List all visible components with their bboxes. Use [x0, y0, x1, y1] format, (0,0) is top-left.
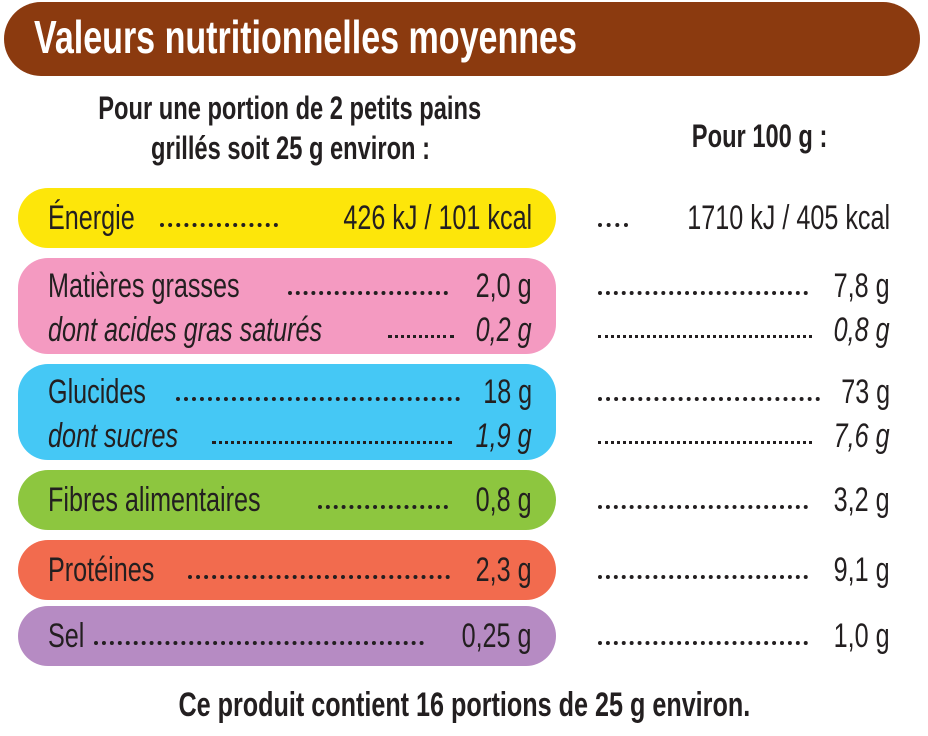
satures-per100-dots: [598, 335, 812, 338]
glucides-label: Glucides: [48, 373, 146, 411]
sucres-row-portion: dont sucres 1,9 g: [48, 416, 532, 456]
sucres-per100-dots: [598, 441, 812, 444]
satures-row-portion: dont acides gras saturés 0,2 g: [48, 310, 532, 350]
matieres-dots: [288, 291, 448, 295]
fibres-per100-dots: [598, 505, 808, 509]
sucres-row-per100: 7,6 g: [598, 416, 890, 456]
matieres-row-per100: 7,8 g: [598, 266, 890, 306]
proteines-portion-value: 2,3 g: [476, 551, 532, 589]
sel-pill: [18, 606, 556, 666]
glucides-per100-dots: [598, 397, 820, 401]
proteines-label: Protéines: [48, 551, 155, 589]
satures-label: dont acides gras saturés: [48, 311, 323, 349]
footer-note: Ce produit contient 16 portions de 25 g …: [0, 686, 928, 725]
energie-per100-value: 1710 kJ / 405 kcal: [687, 199, 890, 237]
portion-header-line2: grillés soit 25 g environ :: [150, 130, 430, 166]
glucides-per100-value: 73 g: [841, 373, 890, 411]
energie-row-portion: Énergie 426 kJ / 101 kcal: [48, 198, 532, 238]
proteines-row-portion: Protéines 2,3 g: [48, 550, 532, 590]
sucres-portion-value: 1,9 g: [476, 417, 532, 455]
sel-portion-value: 0,25 g: [462, 617, 532, 655]
fibres-dots: [318, 505, 448, 509]
sucres-per100-value: 7,6 g: [834, 417, 890, 455]
sel-row-portion: Sel 0,25 g: [48, 616, 532, 656]
satures-per100-value: 0,8 g: [834, 311, 890, 349]
page-title: Valeurs nutritionnelles moyennes: [34, 11, 577, 63]
per100-header-text: Pour 100 g :: [692, 118, 828, 154]
matieres-per100-value: 7,8 g: [834, 267, 890, 305]
matieres-portion-value: 2,0 g: [476, 267, 532, 305]
glucides-row-per100: 73 g: [598, 372, 890, 412]
glucides-row-portion: Glucides 18 g: [48, 372, 532, 412]
glucides-portion-value: 18 g: [483, 373, 532, 411]
proteines-row-per100: 9,1 g: [598, 550, 890, 590]
sucres-label: dont sucres: [48, 417, 179, 455]
sel-per100-value: 1,0 g: [834, 617, 890, 655]
fibres-portion-value: 0,8 g: [476, 481, 532, 519]
proteines-per100-dots: [598, 575, 808, 579]
sel-per100-dots: [598, 641, 808, 645]
satures-dots: [388, 335, 454, 338]
per100-header: Pour 100 g :: [560, 118, 928, 155]
portion-header-line1: Pour une portion de 2 petits pains: [98, 90, 482, 126]
fibres-pill: [18, 470, 556, 530]
sel-row-per100: 1,0 g: [598, 616, 890, 656]
energie-pill: [18, 188, 556, 248]
proteines-dots: [188, 575, 450, 579]
energie-per100-dots: [598, 223, 628, 227]
sucres-dots: [212, 441, 452, 444]
satures-portion-value: 0,2 g: [476, 311, 532, 349]
footer-text: Ce produit contient 16 portions de 25 g …: [178, 686, 750, 724]
fibres-label: Fibres alimentaires: [48, 481, 261, 519]
fibres-row-per100: 3,2 g: [598, 480, 890, 520]
energie-label: Énergie: [48, 199, 135, 237]
glucides-pill: [18, 364, 556, 460]
portion-header: Pour une portion de 2 petits pains grill…: [0, 88, 580, 168]
satures-row-per100: 0,8 g: [598, 310, 890, 350]
glucides-dots: [176, 397, 460, 401]
proteines-pill: [18, 540, 556, 600]
sel-dots: [94, 641, 424, 645]
fibres-per100-value: 3,2 g: [834, 481, 890, 519]
energie-row-per100: 1710 kJ / 405 kcal: [598, 198, 890, 238]
matieres-label: Matières grasses: [48, 267, 240, 305]
matieres-per100-dots: [598, 291, 808, 295]
proteines-per100-value: 9,1 g: [834, 551, 890, 589]
energie-portion-value: 426 kJ / 101 kcal: [343, 199, 532, 237]
matieres-pill: [18, 258, 556, 354]
title-bar: Valeurs nutritionnelles moyennes: [4, 2, 920, 76]
matieres-row-portion: Matières grasses 2,0 g: [48, 266, 532, 306]
energie-dots: [160, 223, 278, 227]
sel-label: Sel: [48, 617, 85, 655]
fibres-row-portion: Fibres alimentaires 0,8 g: [48, 480, 532, 520]
